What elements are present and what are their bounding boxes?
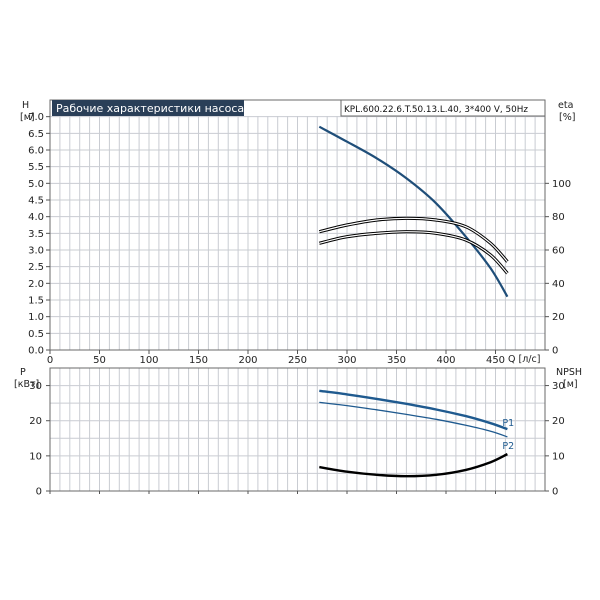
flow-tick-label: 400 [436, 355, 455, 366]
power-p2-curve [319, 401, 508, 438]
power-p1-curve [319, 389, 508, 431]
flow-tick-label: 150 [189, 355, 208, 366]
npsh-tick-label: 0 [552, 487, 558, 498]
head-tick-label: 3.5 [28, 229, 44, 240]
power-tick-label: 20 [29, 416, 42, 427]
eta-tick-label: 100 [552, 179, 571, 190]
head-axis-label: H [22, 100, 29, 111]
npsh-tick-label: 30 [552, 381, 565, 392]
head-tick-label: 2.0 [28, 279, 44, 290]
eta-tick-label: 60 [552, 246, 565, 257]
flow-tick-label: 0 [47, 355, 53, 366]
head-axis-unit: [м] [20, 112, 35, 123]
flow-tick-label: 100 [139, 355, 158, 366]
head-tick-label: 6.5 [28, 129, 44, 140]
eta-tick-label: 80 [552, 212, 565, 223]
eta-axis-unit: [%] [559, 112, 575, 123]
npsh-tick-label: 20 [552, 416, 565, 427]
power-tick-label: 30 [29, 381, 42, 392]
eta-tick-label: 40 [552, 279, 565, 290]
head-panel: Рабочие характеристики насоса KPL.600.22… [20, 99, 575, 366]
power-axis-label: P [20, 367, 26, 378]
flow-tick-label: 200 [238, 355, 257, 366]
p1-series-label: P1 [502, 418, 514, 429]
head-tick-label: 4.5 [28, 196, 44, 207]
power-panel-ticks: 0 10 20 30 0 10 20 30 [29, 381, 564, 497]
power-panel: P [кВт] NPSH [м] 0 10 20 30 0 10 20 30 P1 P2 [14, 367, 582, 498]
flow-axis-label: Q [л/с] [508, 354, 540, 365]
model-box [340, 99, 546, 117]
npsh-axis-label: NPSH [556, 367, 582, 378]
npsh-tick-label: 10 [552, 451, 565, 462]
flow-tick-label: 50 [93, 355, 106, 366]
npsh-axis-unit: [м] [563, 379, 578, 390]
head-panel-grid [50, 116, 545, 350]
head-tick-label: 2.5 [28, 262, 44, 273]
flow-tick-label: 350 [387, 355, 406, 366]
head-tick-label: 5.5 [28, 162, 44, 173]
head-panel-series [318, 125, 509, 298]
eta-tick-label: 20 [552, 312, 565, 323]
head-tick-label: 4.0 [28, 212, 44, 223]
head-tick-label: 1.0 [28, 312, 44, 323]
head-tick-label: 5.0 [28, 179, 44, 190]
flow-tick-label: 300 [337, 355, 356, 366]
power-axis-unit: [кВт] [14, 379, 39, 390]
head-curve [318, 125, 509, 298]
flow-tick-label: 250 [288, 355, 307, 366]
power-tick-label: 0 [36, 487, 42, 498]
power-tick-label: 10 [29, 451, 42, 462]
eta-axis-label: eta [558, 100, 573, 111]
eta-tick-label: 0 [552, 346, 558, 357]
p2-series-label: P2 [502, 441, 514, 452]
head-tick-label: 3.0 [28, 246, 44, 257]
efficiency-curve-inner [319, 231, 508, 274]
head-tick-label: 7.0 [28, 112, 44, 123]
head-tick-label: 0.0 [28, 346, 44, 357]
flow-tick-label: 450 [486, 355, 505, 366]
power-panel-grid [50, 368, 545, 491]
head-panel-ticks: 0.0 0.5 1.0 1.5 2.0 2.5 3.0 3.5 4.0 4.5 5.0 5.5 6.0 6… [28, 112, 571, 366]
head-tick-label: 0.5 [28, 329, 44, 340]
head-tick-label: 1.5 [28, 296, 44, 307]
model-label: KPL.600.22.6.T.50.13.L.40, 3*400 V, 50Hz [344, 105, 528, 115]
npsh-curve [319, 453, 508, 478]
efficiency-curve-inner [319, 217, 508, 263]
chart-title: Рабочие характеристики насоса [56, 102, 244, 115]
head-tick-label: 6.0 [28, 146, 44, 157]
title-box [52, 100, 244, 116]
power-panel-series: P1 P2 [319, 389, 514, 478]
